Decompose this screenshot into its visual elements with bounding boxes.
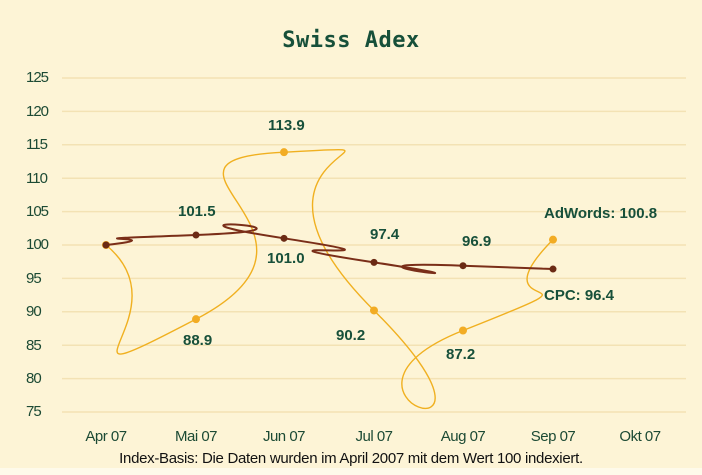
cpc-marker: [370, 258, 378, 266]
footnote: Index-Basis: Die Daten wurden im April 2…: [119, 450, 583, 467]
x-tick: Sep 07: [530, 428, 576, 445]
cpc-marker: [549, 265, 557, 273]
y-tick: 110: [26, 170, 48, 187]
adwords-marker: [370, 306, 378, 315]
adwords-marker: [459, 326, 467, 335]
x-tick: Okt 07: [619, 428, 661, 445]
adwords-marker: [280, 148, 288, 157]
y-tick: 115: [26, 136, 48, 153]
x-tick: Mai 07: [174, 428, 218, 445]
x-tick: Aug 07: [440, 428, 486, 445]
y-tick: 90: [26, 303, 42, 320]
x-tick: Jul 07: [355, 428, 393, 445]
y-tick: 105: [26, 203, 49, 220]
cpc-line: [105, 223, 554, 275]
y-tick: 125: [26, 69, 49, 86]
y-tick: 80: [26, 370, 42, 387]
gridlines: [62, 77, 686, 413]
y-tick: 100: [26, 236, 49, 253]
adwords-line: [105, 148, 554, 409]
cpc-label-jul: 97.4: [370, 226, 400, 243]
cpc-marker: [459, 262, 467, 270]
adwords-marker: [549, 235, 557, 244]
cpc-marker: [280, 234, 288, 242]
adwords-label-jun: 113.9: [268, 117, 305, 134]
cpc-label-aug: 96.9: [462, 233, 492, 250]
x-tick: Apr 07: [85, 428, 127, 445]
cpc-end-label: CPC: 96.4: [544, 287, 615, 304]
x-tick: Jun 07: [262, 428, 306, 445]
cpc-marker: [102, 241, 110, 249]
adwords-label-mai: 88.9: [183, 332, 213, 349]
y-tick: 120: [26, 103, 49, 120]
adwords-label-jul: 90.2: [336, 327, 366, 344]
cpc-label-mai: 101.5: [178, 203, 216, 220]
adwords-end-label: AdWords: 100.8: [544, 205, 658, 222]
y-tick: 95: [26, 270, 42, 287]
adwords-marker: [192, 315, 200, 324]
cpc-marker: [192, 231, 200, 239]
adwords-label-aug: 87.2: [446, 346, 476, 363]
series-lines: [102, 148, 557, 409]
cpc-label-jun: 101.0: [267, 250, 305, 267]
y-tick: 85: [26, 337, 42, 354]
bottom-strip: [0, 468, 702, 475]
chart-title: Swiss Adex: [282, 28, 420, 53]
y-tick: 75: [26, 403, 42, 420]
